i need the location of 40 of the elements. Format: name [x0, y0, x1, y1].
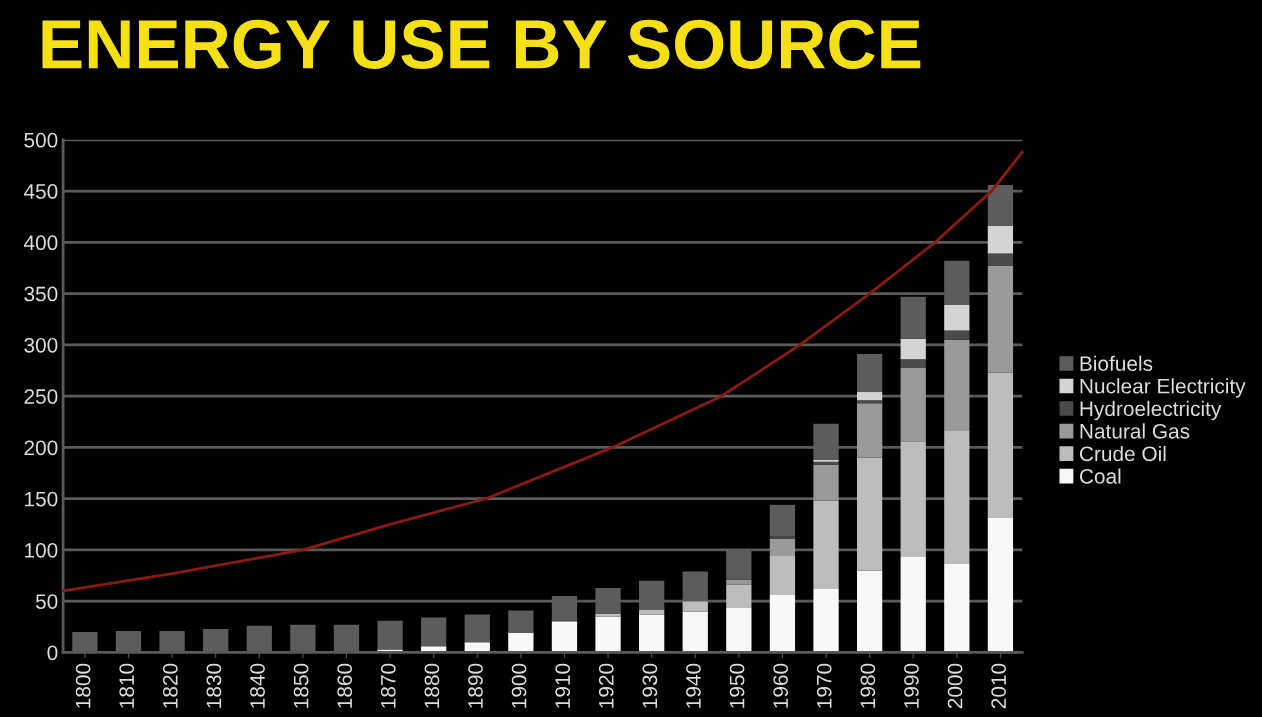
x-tick-label: 1960: [773, 663, 789, 708]
legend-label: Crude Oil: [1079, 445, 1166, 462]
x-tick-label: 1990: [904, 663, 919, 708]
x-tick-label: 1890: [468, 663, 483, 708]
x-tick-label: 1870: [380, 663, 396, 708]
y-tick-label: 500: [24, 132, 58, 148]
y-tick-label: 0: [47, 645, 58, 661]
legend-label: Coal: [1079, 468, 1121, 484]
x-tick-label: 1850: [293, 663, 309, 708]
y-tick-label: 350: [24, 286, 58, 302]
y-tick-label: 150: [25, 491, 58, 507]
x-tick-label: 1930: [642, 663, 658, 708]
y-tick-label: 450: [23, 184, 58, 199]
x-tick-label: 1820: [162, 663, 178, 708]
x-tick-label: 2010: [991, 663, 1007, 709]
x-tick-label: 1800: [75, 663, 91, 708]
legend-label: Hydroelectricity: [1080, 400, 1222, 421]
x-tick-label: 1860: [337, 663, 353, 708]
y-tick-label: 300: [24, 337, 58, 353]
x-tick-label: 1840: [250, 663, 265, 708]
y-tick-label: 400: [23, 235, 58, 251]
y-tick-label: 50: [35, 594, 58, 609]
x-tick-label: 1900: [511, 663, 527, 708]
chart-title: ENERGY USE BY SOURCE: [42, 19, 921, 69]
x-tick-label: 1810: [119, 663, 135, 708]
legend-label: Biofuels: [1080, 355, 1153, 371]
x-tick-label: 1980: [860, 663, 876, 708]
x-tick-label: 1970: [816, 663, 832, 708]
x-tick-label: 1950: [729, 663, 745, 708]
y-tick-label: 250: [24, 389, 58, 404]
x-tick-label: 1910: [555, 663, 571, 708]
x-tick-label: 2000: [947, 663, 963, 709]
x-tick-label: 1880: [424, 663, 440, 708]
x-tick-label: 1920: [598, 663, 614, 708]
legend-label: Nuclear Electricity: [1080, 378, 1246, 398]
x-tick-label: 1830: [206, 663, 222, 708]
y-tick-label: 100: [25, 542, 58, 558]
y-tick-label: 200: [24, 440, 58, 456]
x-tick-label: 1940: [686, 663, 701, 708]
legend-label: Natural Gas: [1080, 423, 1190, 439]
